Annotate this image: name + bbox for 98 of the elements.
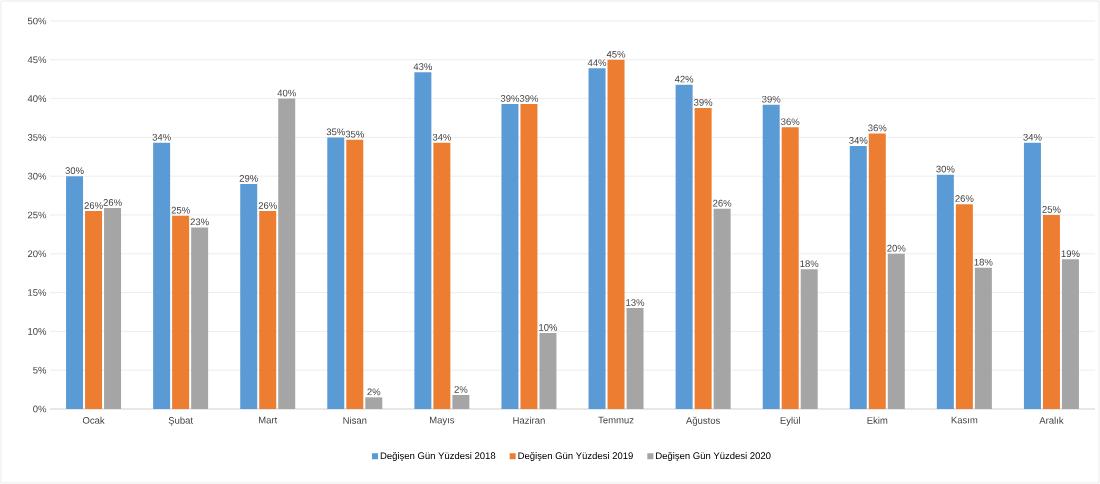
data-label: 23% [190,218,209,226]
y-tick-label: 50% [27,17,47,25]
bar [172,215,190,409]
data-label: 25% [1042,206,1061,213]
x-tick-label: Kasım [951,416,978,424]
data-label: 39% [519,95,539,102]
data-label: 34% [849,137,868,144]
bar [452,395,470,409]
data-label: 42% [674,75,694,83]
bar [800,269,818,409]
data-label: 13% [626,299,645,306]
bar [588,68,606,409]
bar [781,127,799,409]
bar [868,133,886,409]
x-tick-label: Haziran [513,416,545,424]
bar [955,204,973,409]
data-label: 25% [171,206,190,214]
bar [327,137,345,409]
data-label: 19% [1061,250,1080,258]
legend-label: Değişen Gün Yüzdesi 2019 [518,451,633,461]
data-label: 2% [454,386,468,393]
bar [694,107,712,409]
data-label: 18% [974,258,993,266]
bar [675,84,693,409]
y-tick-label: 10% [28,328,47,335]
y-tick-label: 15% [28,289,47,296]
data-label: 43% [413,63,433,71]
data-label: 2% [367,388,381,396]
x-tick-label: Şubat [168,416,193,426]
bar [365,397,383,409]
bar [259,211,277,409]
legend-label: Değişen Gün Yüzdesi 2020 [656,451,771,461]
data-label: 40% [277,89,296,97]
bar [539,332,557,409]
legend-label: Değişen Gün Yüzdesi 2018 [380,451,496,461]
bar [626,308,644,409]
data-label: 39% [693,98,713,106]
bar [278,98,296,409]
bar [501,104,519,409]
data-label: 36% [868,124,887,132]
y-tick-label: 35% [27,134,47,141]
data-label: 18% [800,260,819,268]
data-label: 29% [239,175,258,182]
bar [1061,259,1079,409]
bar [240,183,258,409]
x-tick-label: Temmuz [598,416,634,424]
y-tick-label: 20% [27,250,47,258]
bar [414,72,432,409]
bar [191,227,209,409]
x-tick-label: Eylül [780,416,800,426]
x-tick-label: Ocak [82,416,105,424]
bar [1023,142,1041,409]
bar [153,142,171,409]
bar [85,211,103,409]
data-label: 34% [152,133,171,141]
bar [346,139,364,409]
data-label: 34% [1023,133,1042,141]
bar [520,104,538,409]
data-label: 10% [539,324,558,331]
data-label: 44% [587,59,607,67]
bar [974,267,992,409]
data-label: 39% [762,95,781,103]
data-label: 26% [258,202,277,209]
y-tick-label: 5% [33,366,47,374]
bar [607,59,625,409]
bar [887,253,905,409]
data-label: 45% [606,50,626,58]
data-label: 26% [955,195,974,202]
y-tick-label: 25% [27,211,47,219]
y-tick-label: 40% [27,95,47,102]
data-label: 26% [103,199,122,206]
data-label: 35% [326,128,345,136]
bar [66,176,84,409]
data-label: 39% [500,95,520,102]
data-label: 20% [887,244,906,252]
x-tick-label: Ağustos [685,416,720,426]
bar [713,208,731,409]
bar [849,145,867,409]
bar [433,142,451,409]
data-label: 30% [65,167,84,174]
x-tick-label: Nisan [343,416,367,424]
bar [104,208,122,409]
data-label: 34% [432,133,452,141]
data-label: 35% [345,130,364,138]
data-label: 36% [781,118,800,126]
x-tick-label: Mayıs [429,416,455,426]
x-tick-label: Mart [259,416,278,424]
x-tick-label: Aralık [1039,416,1064,424]
y-tick-label: 45% [27,56,47,64]
y-tick-label: 0% [33,405,47,413]
bar [936,174,954,409]
bar [1042,214,1060,409]
data-label: 30% [936,165,955,173]
data-label: 26% [713,199,732,207]
bar [762,104,780,409]
data-label: 26% [84,202,103,209]
y-tick-label: 30% [27,172,47,180]
x-tick-label: Ekim [867,416,888,424]
